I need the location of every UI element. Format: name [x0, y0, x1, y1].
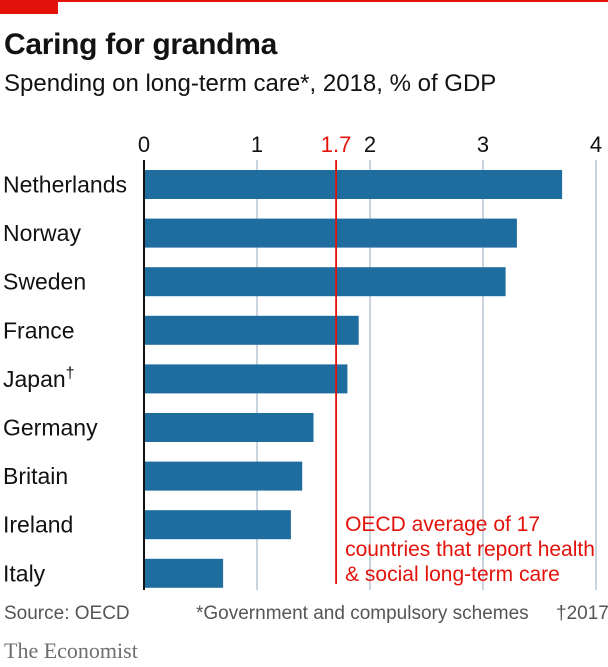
x-tick-label-4: 4	[590, 132, 602, 157]
category-label-britain: Britain	[3, 463, 68, 489]
bar-norway	[144, 218, 517, 248]
bar-chart: 0 1 2 3 4 Netherlands Norway Sweden France Japan†…	[3, 132, 602, 590]
bar-sweden	[144, 267, 506, 297]
bar-britain	[144, 461, 303, 491]
category-label-ireland: Ireland	[3, 512, 73, 538]
oecd-average-tick-label: 1.7	[321, 132, 352, 157]
category-label-netherlands: Netherlands	[3, 172, 127, 198]
footnote-schemes: *Government and compulsory schemes	[196, 603, 529, 624]
top-red-rule	[58, 0, 608, 2]
x-tick-label-2: 2	[364, 132, 376, 157]
chart-subtitle: Spending on long-term care*, 2018, % of …	[4, 70, 497, 97]
category-label-sweden: Sweden	[3, 269, 86, 295]
bar-japan	[144, 364, 348, 394]
oecd-average-annotation-line: & social long-term care	[345, 563, 560, 586]
category-label-italy: Italy	[3, 560, 46, 586]
x-tick-label-1: 1	[251, 132, 263, 157]
source-note: Source: OECD	[4, 603, 130, 624]
bar-ireland	[144, 510, 291, 540]
x-tick-label-3: 3	[477, 132, 489, 157]
category-label-germany: Germany	[3, 415, 98, 441]
bar-france	[144, 315, 359, 345]
bar-germany	[144, 413, 314, 442]
footnote-dagger: †2017	[556, 603, 608, 624]
bar-netherlands	[144, 170, 563, 199]
brand-red-tag	[0, 0, 58, 14]
category-label-japan: Japan†	[3, 365, 75, 392]
category-label-france: France	[3, 317, 75, 343]
oecd-average-annotation-line: countries that report health	[345, 538, 595, 561]
bar-italy	[144, 558, 224, 588]
oecd-average-annotation-line: OECD average of 17	[345, 513, 540, 536]
category-label-norway: Norway	[3, 220, 81, 246]
x-tick-label-0: 0	[138, 132, 150, 157]
chart-title: Caring for grandma	[4, 28, 277, 61]
publisher-logo: The Economist	[4, 638, 138, 663]
